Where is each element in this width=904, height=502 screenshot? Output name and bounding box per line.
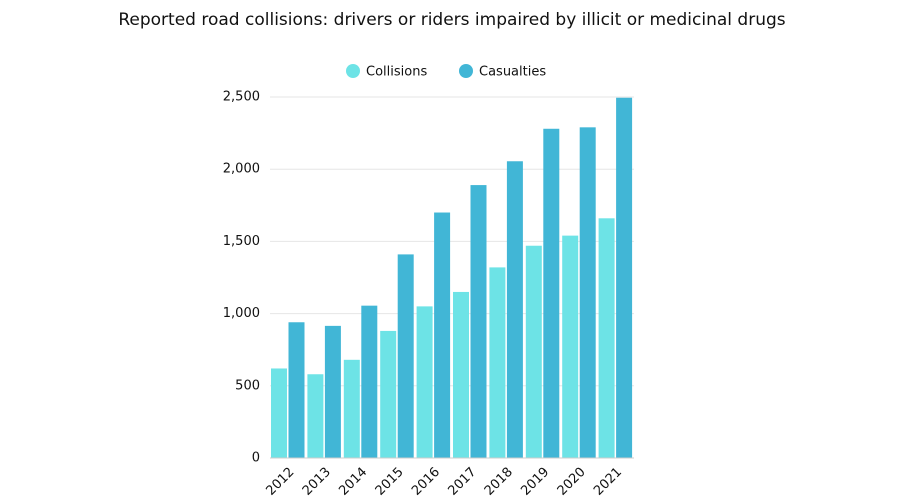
x-tick-label: 2013 [300, 465, 334, 499]
x-tick-label: 2016 [409, 465, 443, 499]
x-tick-label: 2018 [482, 465, 516, 499]
bar [579, 127, 596, 458]
bar [489, 267, 506, 458]
bar [434, 212, 451, 458]
legend-label: Casualties [479, 65, 546, 80]
bar [343, 359, 360, 458]
x-tick-label: 2012 [263, 465, 297, 499]
bar [324, 325, 341, 458]
y-tick-label: 2,000 [223, 162, 260, 177]
bar [416, 306, 433, 458]
bar [470, 185, 487, 459]
bar [397, 254, 414, 458]
y-tick-label: 500 [235, 378, 260, 393]
y-tick-label: 1,000 [223, 306, 260, 321]
y-tick-label: 2,500 [223, 90, 260, 105]
y-tick-label: 0 [252, 451, 260, 466]
legend-label: Collisions [366, 65, 427, 80]
x-tick-label: 2019 [518, 465, 552, 499]
bar [288, 322, 305, 458]
bar [307, 374, 324, 458]
legend-swatch [346, 64, 360, 78]
bar [543, 128, 560, 458]
bar [616, 97, 633, 459]
bar [361, 305, 378, 458]
bar [598, 218, 615, 458]
legend-swatch [459, 64, 473, 78]
y-tick-label: 1,500 [223, 234, 260, 249]
x-tick-label: 2021 [591, 465, 625, 499]
x-tick-label: 2017 [445, 465, 479, 499]
x-tick-label: 2015 [373, 465, 407, 499]
chart-title: Reported road collisions: drivers or rid… [118, 10, 785, 30]
bar [525, 245, 542, 458]
bar [506, 161, 523, 458]
x-tick-label: 2020 [555, 465, 589, 499]
bar [380, 330, 397, 458]
x-tick-label: 2014 [336, 465, 370, 499]
bar [453, 291, 469, 458]
bar [271, 368, 287, 458]
bar [562, 235, 579, 458]
